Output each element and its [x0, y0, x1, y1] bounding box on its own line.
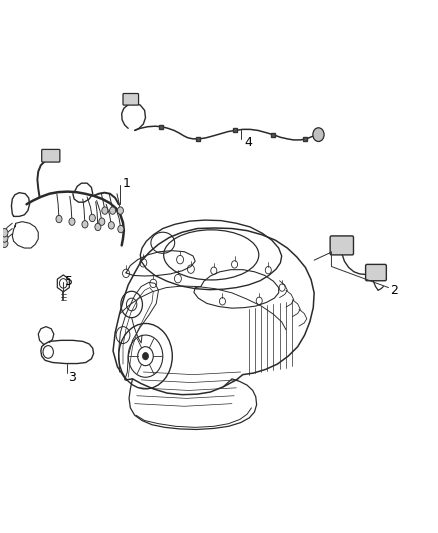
- Circle shape: [99, 218, 105, 225]
- Circle shape: [89, 214, 95, 222]
- Circle shape: [110, 207, 116, 214]
- Circle shape: [117, 207, 124, 214]
- Text: 1: 1: [123, 176, 131, 190]
- Circle shape: [82, 221, 88, 228]
- Circle shape: [1, 229, 8, 237]
- Circle shape: [108, 222, 114, 229]
- Text: 3: 3: [68, 371, 76, 384]
- FancyBboxPatch shape: [123, 93, 138, 105]
- Circle shape: [95, 223, 101, 231]
- Text: 4: 4: [244, 136, 252, 149]
- FancyBboxPatch shape: [330, 236, 353, 255]
- Circle shape: [56, 215, 62, 223]
- Circle shape: [69, 218, 75, 225]
- Text: 5: 5: [66, 275, 74, 288]
- Circle shape: [313, 128, 324, 141]
- Circle shape: [142, 352, 148, 360]
- FancyBboxPatch shape: [42, 149, 60, 162]
- Circle shape: [118, 225, 124, 233]
- FancyBboxPatch shape: [366, 264, 386, 281]
- Circle shape: [102, 207, 108, 214]
- Circle shape: [1, 239, 8, 247]
- Text: 2: 2: [390, 284, 398, 297]
- Circle shape: [1, 234, 8, 242]
